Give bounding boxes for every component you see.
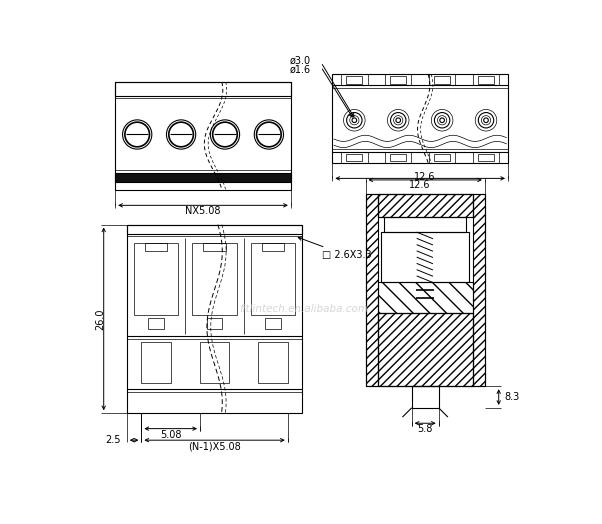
Bar: [127, 225, 302, 413]
Bar: [341, 152, 367, 163]
Text: ø3.0: ø3.0: [290, 56, 311, 66]
Bar: [127, 225, 302, 234]
Bar: [385, 74, 411, 85]
Text: NX5.08: NX5.08: [185, 206, 221, 216]
Bar: [390, 76, 406, 84]
Bar: [473, 194, 485, 386]
Bar: [429, 74, 455, 85]
Bar: [265, 318, 281, 329]
Bar: [378, 282, 473, 313]
Bar: [115, 82, 291, 190]
Text: 26.0: 26.0: [96, 308, 105, 330]
Bar: [134, 243, 178, 315]
Bar: [384, 217, 467, 232]
Bar: [193, 243, 237, 315]
Bar: [346, 154, 362, 161]
Bar: [207, 318, 222, 329]
Bar: [251, 243, 296, 315]
Bar: [434, 154, 450, 161]
Bar: [341, 74, 367, 85]
Text: 8.3: 8.3: [505, 392, 520, 402]
Text: 5.8: 5.8: [418, 424, 433, 434]
Text: ø1.6: ø1.6: [290, 65, 311, 75]
Bar: [385, 152, 411, 163]
Bar: [365, 194, 378, 386]
Bar: [115, 173, 291, 182]
Text: □ 2.6X3.3: □ 2.6X3.3: [298, 237, 371, 260]
Bar: [258, 342, 288, 383]
Bar: [434, 76, 450, 84]
Bar: [115, 82, 291, 96]
Bar: [478, 76, 494, 84]
Bar: [148, 318, 164, 329]
Bar: [478, 154, 494, 161]
Bar: [203, 243, 226, 251]
Text: 5.08: 5.08: [160, 430, 181, 440]
Text: 12.6: 12.6: [414, 172, 436, 182]
Bar: [378, 313, 473, 386]
Bar: [378, 282, 473, 313]
Bar: [332, 74, 508, 163]
Text: 12.6: 12.6: [409, 180, 431, 190]
Bar: [200, 342, 229, 383]
Bar: [378, 194, 473, 217]
Bar: [378, 313, 473, 386]
Bar: [145, 243, 167, 251]
Bar: [365, 194, 485, 386]
Bar: [429, 152, 455, 163]
Bar: [473, 194, 485, 386]
Bar: [378, 194, 473, 217]
Bar: [346, 76, 362, 84]
Bar: [473, 152, 499, 163]
Bar: [365, 194, 378, 386]
Bar: [381, 232, 470, 282]
Text: 2.5: 2.5: [105, 435, 120, 445]
Text: fitlintech.en.alibaba.com: fitlintech.en.alibaba.com: [240, 304, 368, 314]
Bar: [390, 154, 406, 161]
Bar: [412, 386, 439, 408]
Bar: [262, 243, 284, 251]
Bar: [473, 74, 499, 85]
Text: (N-1)X5.08: (N-1)X5.08: [188, 441, 241, 451]
Bar: [141, 342, 171, 383]
